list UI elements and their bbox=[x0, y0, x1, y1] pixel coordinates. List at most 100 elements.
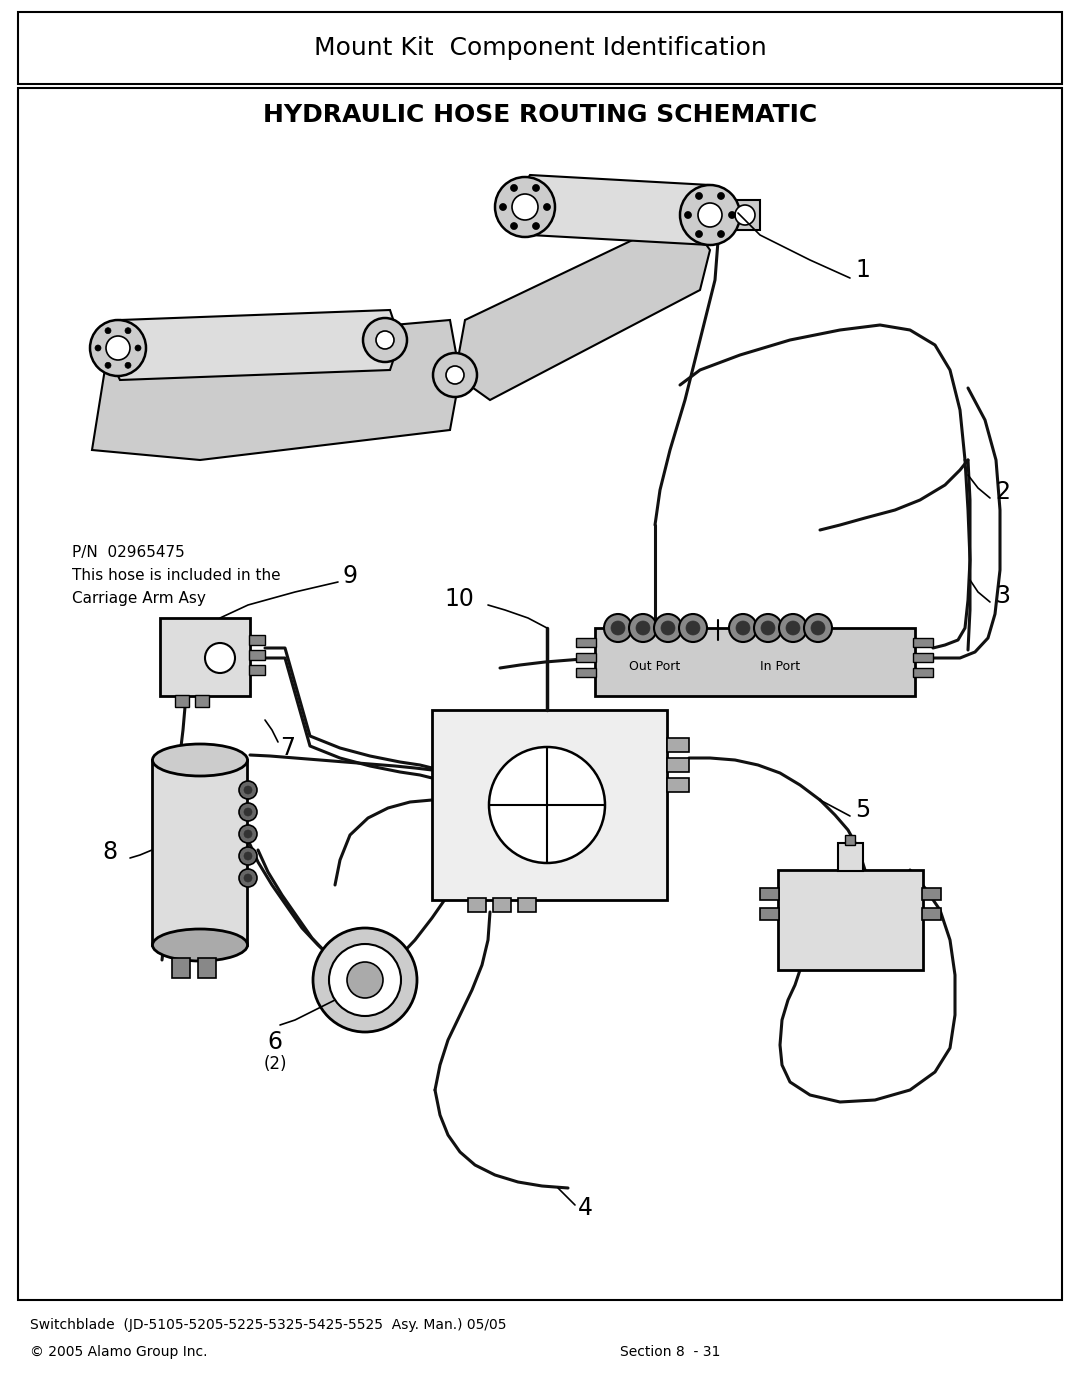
Bar bbox=[198, 958, 216, 978]
Text: Carriage Arm Asy: Carriage Arm Asy bbox=[72, 591, 206, 606]
Text: (2): (2) bbox=[264, 1055, 287, 1073]
Bar bbox=[845, 835, 855, 845]
Bar bbox=[249, 650, 265, 659]
Text: 4: 4 bbox=[578, 1196, 593, 1220]
Circle shape bbox=[654, 615, 681, 643]
Bar bbox=[667, 778, 689, 792]
Circle shape bbox=[717, 193, 725, 200]
Circle shape bbox=[239, 847, 257, 865]
Circle shape bbox=[532, 184, 540, 191]
Circle shape bbox=[347, 963, 383, 997]
Bar bbox=[18, 13, 1062, 84]
Bar bbox=[195, 694, 210, 707]
Circle shape bbox=[95, 345, 102, 351]
Text: In Port: In Port bbox=[760, 659, 800, 673]
Bar bbox=[595, 629, 915, 696]
Circle shape bbox=[804, 615, 832, 643]
Circle shape bbox=[244, 830, 252, 838]
Circle shape bbox=[511, 184, 517, 191]
Bar bbox=[18, 88, 1062, 1301]
Text: 5: 5 bbox=[855, 798, 870, 821]
Text: 6: 6 bbox=[268, 1030, 283, 1053]
Circle shape bbox=[729, 615, 757, 643]
Bar bbox=[667, 738, 689, 752]
Circle shape bbox=[313, 928, 417, 1032]
Circle shape bbox=[611, 622, 625, 636]
Circle shape bbox=[239, 826, 257, 842]
Text: 2: 2 bbox=[995, 481, 1010, 504]
Bar bbox=[778, 870, 923, 970]
Circle shape bbox=[105, 328, 111, 334]
Circle shape bbox=[779, 615, 807, 643]
Bar bbox=[922, 888, 941, 900]
Circle shape bbox=[629, 615, 657, 643]
Text: Switchblade  (JD-5105-5205-5225-5325-5425-5525  Asy. Man.) 05/05: Switchblade (JD-5105-5205-5225-5325-5425… bbox=[30, 1317, 507, 1331]
Bar bbox=[468, 898, 486, 912]
Circle shape bbox=[489, 747, 605, 863]
Text: 3: 3 bbox=[995, 584, 1010, 608]
Polygon shape bbox=[92, 320, 460, 460]
Circle shape bbox=[698, 203, 723, 226]
Circle shape bbox=[244, 852, 252, 861]
Circle shape bbox=[90, 320, 146, 376]
Ellipse shape bbox=[152, 745, 247, 775]
Text: 9: 9 bbox=[342, 564, 357, 588]
Circle shape bbox=[244, 875, 252, 882]
Circle shape bbox=[696, 193, 702, 200]
Bar bbox=[576, 652, 596, 662]
Circle shape bbox=[512, 194, 538, 219]
Circle shape bbox=[761, 622, 775, 636]
Text: P/N  02965475: P/N 02965475 bbox=[72, 545, 185, 560]
Text: 1: 1 bbox=[855, 258, 869, 282]
Circle shape bbox=[729, 211, 735, 218]
Circle shape bbox=[106, 337, 130, 360]
Bar bbox=[492, 898, 511, 912]
Circle shape bbox=[717, 231, 725, 237]
Text: © 2005 Alamo Group Inc.: © 2005 Alamo Group Inc. bbox=[30, 1345, 207, 1359]
Circle shape bbox=[125, 362, 131, 369]
Circle shape bbox=[511, 222, 517, 229]
Circle shape bbox=[735, 622, 750, 636]
Bar bbox=[432, 710, 667, 900]
Circle shape bbox=[446, 366, 464, 384]
Polygon shape bbox=[455, 215, 710, 400]
Circle shape bbox=[205, 643, 235, 673]
Circle shape bbox=[239, 803, 257, 821]
Text: Mount Kit  Component Identification: Mount Kit Component Identification bbox=[313, 36, 767, 60]
Bar bbox=[249, 665, 265, 675]
Circle shape bbox=[543, 204, 551, 211]
Text: HYDRAULIC HOSE ROUTING SCHEMATIC: HYDRAULIC HOSE ROUTING SCHEMATIC bbox=[262, 103, 818, 127]
Bar bbox=[730, 200, 760, 231]
Bar bbox=[576, 668, 596, 678]
Circle shape bbox=[696, 231, 702, 237]
Bar bbox=[249, 636, 265, 645]
Circle shape bbox=[636, 622, 650, 636]
Circle shape bbox=[433, 353, 477, 397]
Circle shape bbox=[244, 807, 252, 816]
Circle shape bbox=[239, 781, 257, 799]
Circle shape bbox=[735, 205, 755, 225]
Bar bbox=[913, 668, 933, 678]
Circle shape bbox=[679, 615, 707, 643]
Circle shape bbox=[239, 869, 257, 887]
Circle shape bbox=[105, 362, 111, 369]
Polygon shape bbox=[510, 175, 720, 244]
Bar bbox=[160, 617, 249, 696]
Circle shape bbox=[532, 222, 540, 229]
Ellipse shape bbox=[152, 929, 247, 961]
Text: 7: 7 bbox=[280, 736, 295, 760]
Circle shape bbox=[244, 787, 252, 793]
Bar bbox=[172, 958, 190, 978]
Circle shape bbox=[135, 345, 141, 351]
Circle shape bbox=[754, 615, 782, 643]
Text: 10: 10 bbox=[444, 587, 474, 610]
Bar bbox=[913, 652, 933, 662]
Circle shape bbox=[125, 328, 131, 334]
Circle shape bbox=[376, 331, 394, 349]
Bar bbox=[175, 694, 189, 707]
Bar bbox=[913, 638, 933, 647]
Circle shape bbox=[329, 944, 401, 1016]
Bar bbox=[922, 908, 941, 921]
Bar bbox=[576, 638, 596, 647]
Circle shape bbox=[661, 622, 675, 636]
